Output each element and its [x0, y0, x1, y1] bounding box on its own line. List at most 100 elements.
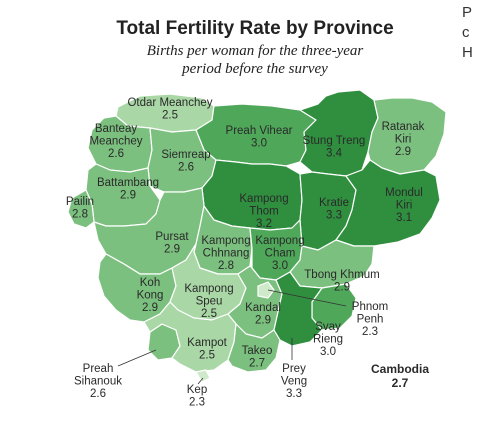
province-area-pailin [67, 189, 95, 229]
province-name-svay-rieng: Rieng [313, 334, 343, 346]
province-name-tbong-khmum: Tbong Khmum [304, 269, 379, 281]
adjacent-text-line-1: P [462, 4, 473, 21]
province-area-phnom-penh [257, 281, 275, 299]
subtitle-line-1: Births per woman for the three-year [146, 43, 364, 59]
province-name-otdar-meanchey: Otdar Meanchey [127, 97, 212, 109]
province-name-mondul-kiri: Mondul [385, 187, 423, 199]
province-name-koh-kong: Kong [137, 290, 164, 302]
province-name-preah-vihear: Preah Vihear [226, 125, 293, 137]
province-value-otdar-meanchey: 2.5 [162, 110, 178, 122]
province-name-kampong-speu: Speu [196, 296, 223, 308]
province-value-banteay-meanchey: 2.6 [108, 148, 124, 160]
province-value-stung-treng: 3.4 [326, 148, 343, 160]
province-name-mondul-kiri: Kiri [396, 200, 413, 212]
province-name-banteay-meanchey: Meanchey [89, 136, 142, 148]
province-value-svay-rieng: 3.0 [320, 346, 336, 358]
province-value-kampong-thom: 3.2 [256, 218, 272, 230]
province-name-banteay-meanchey: Banteay [95, 123, 137, 135]
province-name-preah-sihanouk: Preah [83, 363, 114, 375]
province-name-kratie: Kratie [319, 197, 349, 209]
province-name-preah-sihanouk: Sihanouk [74, 376, 122, 388]
province-name-kep: Kep [187, 384, 207, 396]
province-area-mondul-kiri [335, 159, 441, 247]
province-value-koh-kong: 2.9 [142, 302, 158, 314]
province-name-pursat: Pursat [155, 231, 189, 243]
province-name-stung-treng: Stung Treng [303, 135, 366, 147]
province-value-pursat: 2.9 [164, 244, 180, 256]
province-name-kampong-chhnang: Chhnang [203, 248, 250, 260]
province-area-stung-treng [299, 89, 379, 177]
province-value-kep: 2.3 [189, 397, 205, 409]
national-value: 2.7 [392, 376, 409, 390]
province-value-prey-veng: 3.3 [286, 388, 302, 400]
province-value-siemreap: 2.6 [178, 162, 194, 174]
province-value-kampong-chhnang: 2.8 [218, 260, 234, 272]
province-value-phnom-penh: 2.3 [362, 326, 378, 338]
province-name-koh-kong: Koh [140, 277, 160, 289]
province-name-prey-veng: Veng [281, 376, 307, 388]
map-subtitle: Births per woman for the three-year peri… [110, 42, 400, 78]
province-name-battambang: Battambang [97, 177, 159, 189]
province-value-battambang: 2.9 [120, 190, 136, 202]
province-value-preah-sihanouk: 2.6 [90, 388, 106, 400]
leader-line-phnom-penh [267, 289, 347, 307]
province-value-takeo: 2.7 [249, 358, 265, 370]
province-name-kampong-speu: Kampong [184, 283, 233, 295]
province-name-kampong-cham: Kampong [255, 235, 304, 247]
province-name-phnom-penh: Penh [357, 314, 384, 326]
province-value-mondul-kiri: 3.1 [396, 212, 412, 224]
province-name-ratanak-kiri: Kiri [395, 134, 412, 146]
province-name-svay-rieng: Svay [315, 321, 341, 333]
province-value-kratie: 3.3 [326, 210, 342, 222]
province-name-ratanak-kiri: Ratanak [382, 121, 425, 133]
province-area-takeo [227, 323, 281, 373]
leader-line-preah-sihanouk [117, 349, 157, 367]
leader-lines [117, 289, 347, 385]
province-name-kandal: Kandal [245, 302, 281, 314]
province-value-kandal: 2.9 [255, 315, 271, 327]
national-name: Cambodia [371, 362, 429, 376]
province-name-prey-veng: Prey [282, 363, 306, 375]
province-value-pailin: 2.8 [72, 209, 88, 221]
province-value-kampong-speu: 2.5 [201, 308, 217, 320]
adjacent-text-line-2: c [462, 24, 470, 41]
province-name-kampong-chhnang: Kampong [201, 235, 250, 247]
map-title: Total Fertility Rate by Province [116, 18, 394, 39]
adjacent-text-fragment: P c H [462, 3, 477, 63]
province-area-kampot [143, 301, 237, 373]
province-shapes [67, 89, 447, 383]
province-value-kampot: 2.5 [199, 350, 215, 362]
adjacent-text-line-3: H [462, 44, 473, 61]
province-area-prey-veng [273, 271, 323, 347]
province-name-kampot: Kampot [187, 337, 227, 349]
province-value-preah-vihear: 3.0 [251, 138, 267, 150]
province-name-pailin: Pailin [66, 196, 94, 208]
subtitle-line-2: period before the survey [182, 61, 328, 77]
province-value-kampong-cham: 3.0 [272, 260, 288, 272]
province-value-tbong-khmum: 2.9 [334, 282, 350, 294]
